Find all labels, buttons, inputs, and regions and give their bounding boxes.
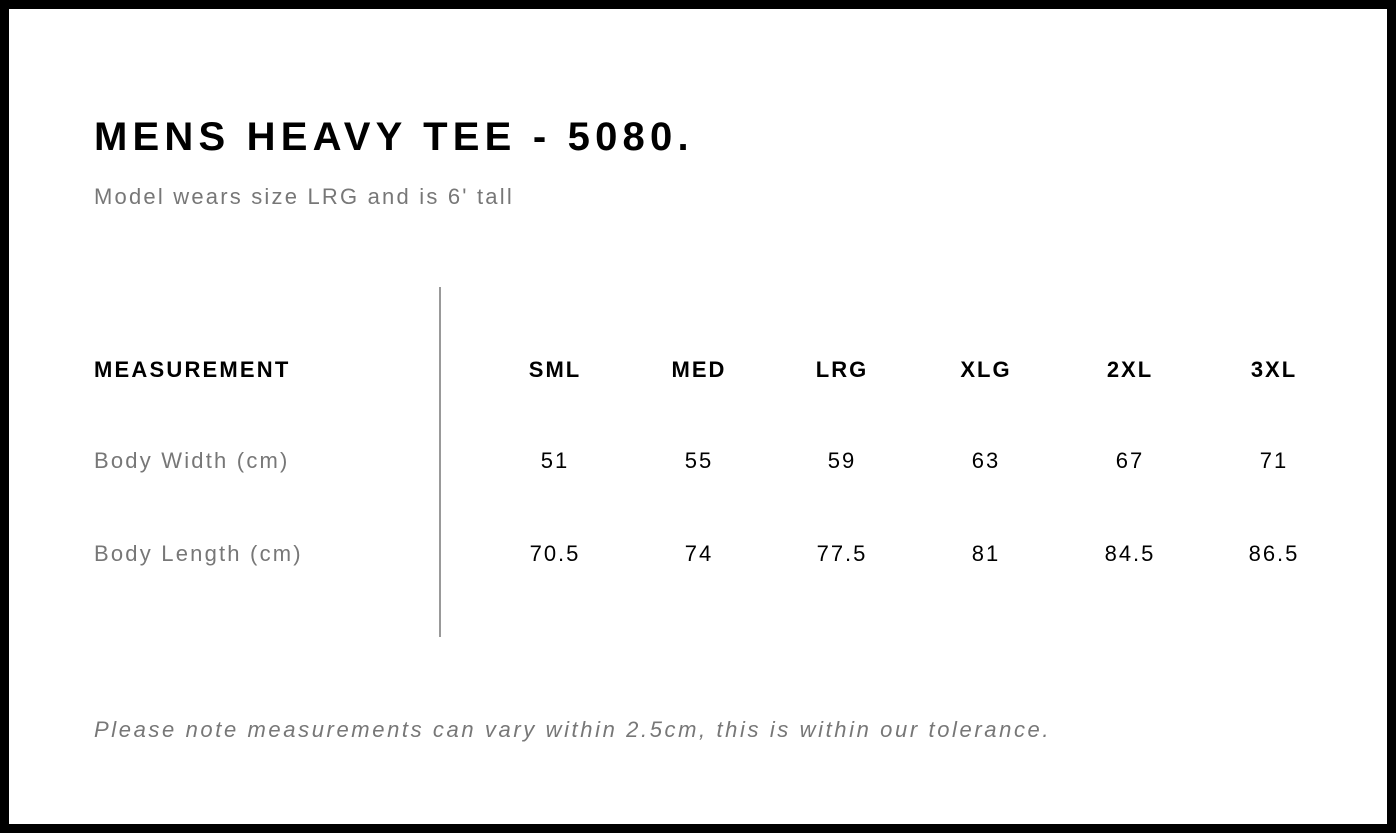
measurement-value: 77.5 bbox=[816, 541, 868, 566]
size-header: MED bbox=[671, 357, 727, 382]
size-header: XLG bbox=[960, 357, 1012, 382]
measurement-value: 84.5 bbox=[1104, 541, 1156, 566]
column-divider bbox=[439, 287, 441, 637]
size-header: LRG bbox=[815, 357, 869, 382]
size-chart-card: MENS HEAVY TEE - 5080. Model wears size … bbox=[9, 9, 1387, 824]
model-info: Model wears size LRG and is 6' tall bbox=[94, 184, 514, 209]
size-header: 3XL bbox=[1250, 357, 1298, 382]
page-title: MENS HEAVY TEE - 5080. bbox=[94, 115, 694, 159]
size-header: 2XL bbox=[1106, 357, 1154, 382]
row-label: Body Length (cm) bbox=[94, 541, 303, 566]
measurement-value: 67 bbox=[1115, 448, 1145, 473]
measurement-value: 86.5 bbox=[1248, 541, 1300, 566]
measurement-value: 51 bbox=[540, 448, 570, 473]
tolerance-note: Please note measurements can vary within… bbox=[94, 717, 1052, 742]
measurement-value: 81 bbox=[971, 541, 1001, 566]
size-header: SML bbox=[528, 357, 582, 382]
measurement-value: 63 bbox=[971, 448, 1001, 473]
row-label: Body Width (cm) bbox=[94, 448, 290, 473]
measurement-value: 74 bbox=[684, 541, 714, 566]
measurement-header: MEASUREMENT bbox=[94, 357, 291, 382]
measurement-value: 59 bbox=[827, 448, 857, 473]
measurement-value: 70.5 bbox=[529, 541, 581, 566]
measurement-value: 55 bbox=[684, 448, 714, 473]
measurement-value: 71 bbox=[1259, 448, 1289, 473]
